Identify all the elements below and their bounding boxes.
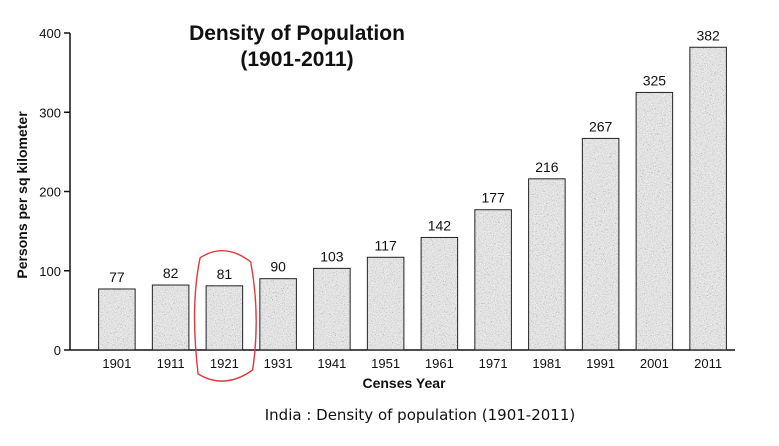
x-tick-label: 1951 — [371, 356, 400, 371]
y-tick-group: 0 100 200 300 400 — [39, 26, 70, 358]
y-tick-label: 100 — [39, 264, 61, 279]
x-tick-label: 1941 — [317, 356, 346, 371]
x-tick-label: 2011 — [694, 356, 722, 371]
y-tick-label: 0 — [54, 343, 61, 358]
bar — [474, 209, 512, 350]
highlight-circle — [193, 250, 257, 382]
bar — [582, 138, 619, 350]
data-label: 216 — [535, 159, 559, 175]
chart-title: Density of Population — [189, 22, 405, 45]
bar — [367, 257, 404, 350]
x-tick-label: 1991 — [586, 356, 615, 371]
bar-outline — [98, 288, 136, 351]
bar-outline — [635, 91, 674, 351]
data-label: 90 — [270, 259, 286, 275]
bar-group: 77 82 81 90 103 117 142 177 216 267 325 382 — [98, 27, 727, 382]
bar — [98, 288, 136, 350]
x-axis-label: Censes Year — [362, 375, 446, 391]
x-tick-label: 1921 — [210, 356, 239, 371]
x-tick-label: 2001 — [640, 356, 669, 371]
data-label: 267 — [589, 118, 613, 134]
y-tick-label: 400 — [39, 26, 61, 41]
x-tick-group: 1901 1911 1921 1931 1941 1951 1961 1971 1981 1991… — [102, 356, 722, 371]
bar-outline — [689, 46, 727, 351]
bar — [689, 47, 727, 350]
x-tick-label: 1961 — [425, 356, 454, 371]
y-tick-label: 300 — [39, 105, 61, 120]
data-label: 177 — [481, 190, 505, 206]
figure-caption: India : Density of population (1901-2011… — [265, 406, 575, 424]
data-label: 142 — [428, 217, 452, 233]
bar — [528, 178, 566, 350]
bar — [259, 278, 297, 350]
data-label: 117 — [374, 237, 397, 253]
data-label: 77 — [109, 269, 125, 285]
bar-outline — [366, 256, 405, 351]
bar-outline — [313, 267, 351, 351]
bar-outline — [528, 178, 566, 351]
bar — [421, 237, 458, 350]
data-label: 82 — [163, 265, 179, 281]
bar-outline — [259, 278, 297, 351]
bar — [636, 92, 673, 350]
x-tick-label: 1971 — [479, 356, 508, 371]
y-axis-label: Persons per sq kilometer — [14, 111, 30, 279]
x-tick-label: 1981 — [532, 356, 561, 371]
x-tick-label: 1911 — [157, 356, 185, 371]
data-label: 103 — [320, 248, 344, 264]
bar — [152, 285, 189, 350]
bar-outline — [151, 284, 190, 351]
data-label: 382 — [696, 27, 720, 43]
bar-outline — [205, 285, 244, 351]
bar-outline — [581, 137, 620, 351]
bar-outline — [474, 209, 512, 351]
bar-outline — [420, 236, 459, 351]
chart-subtitle: (1901-2011) — [240, 48, 353, 71]
data-label: 81 — [217, 266, 233, 282]
x-tick-label: 1901 — [102, 356, 131, 371]
bar — [206, 285, 243, 350]
y-tick-label: 200 — [39, 185, 61, 200]
data-label: 325 — [643, 72, 667, 88]
bar — [313, 268, 351, 350]
x-tick-label: 1931 — [264, 356, 293, 371]
